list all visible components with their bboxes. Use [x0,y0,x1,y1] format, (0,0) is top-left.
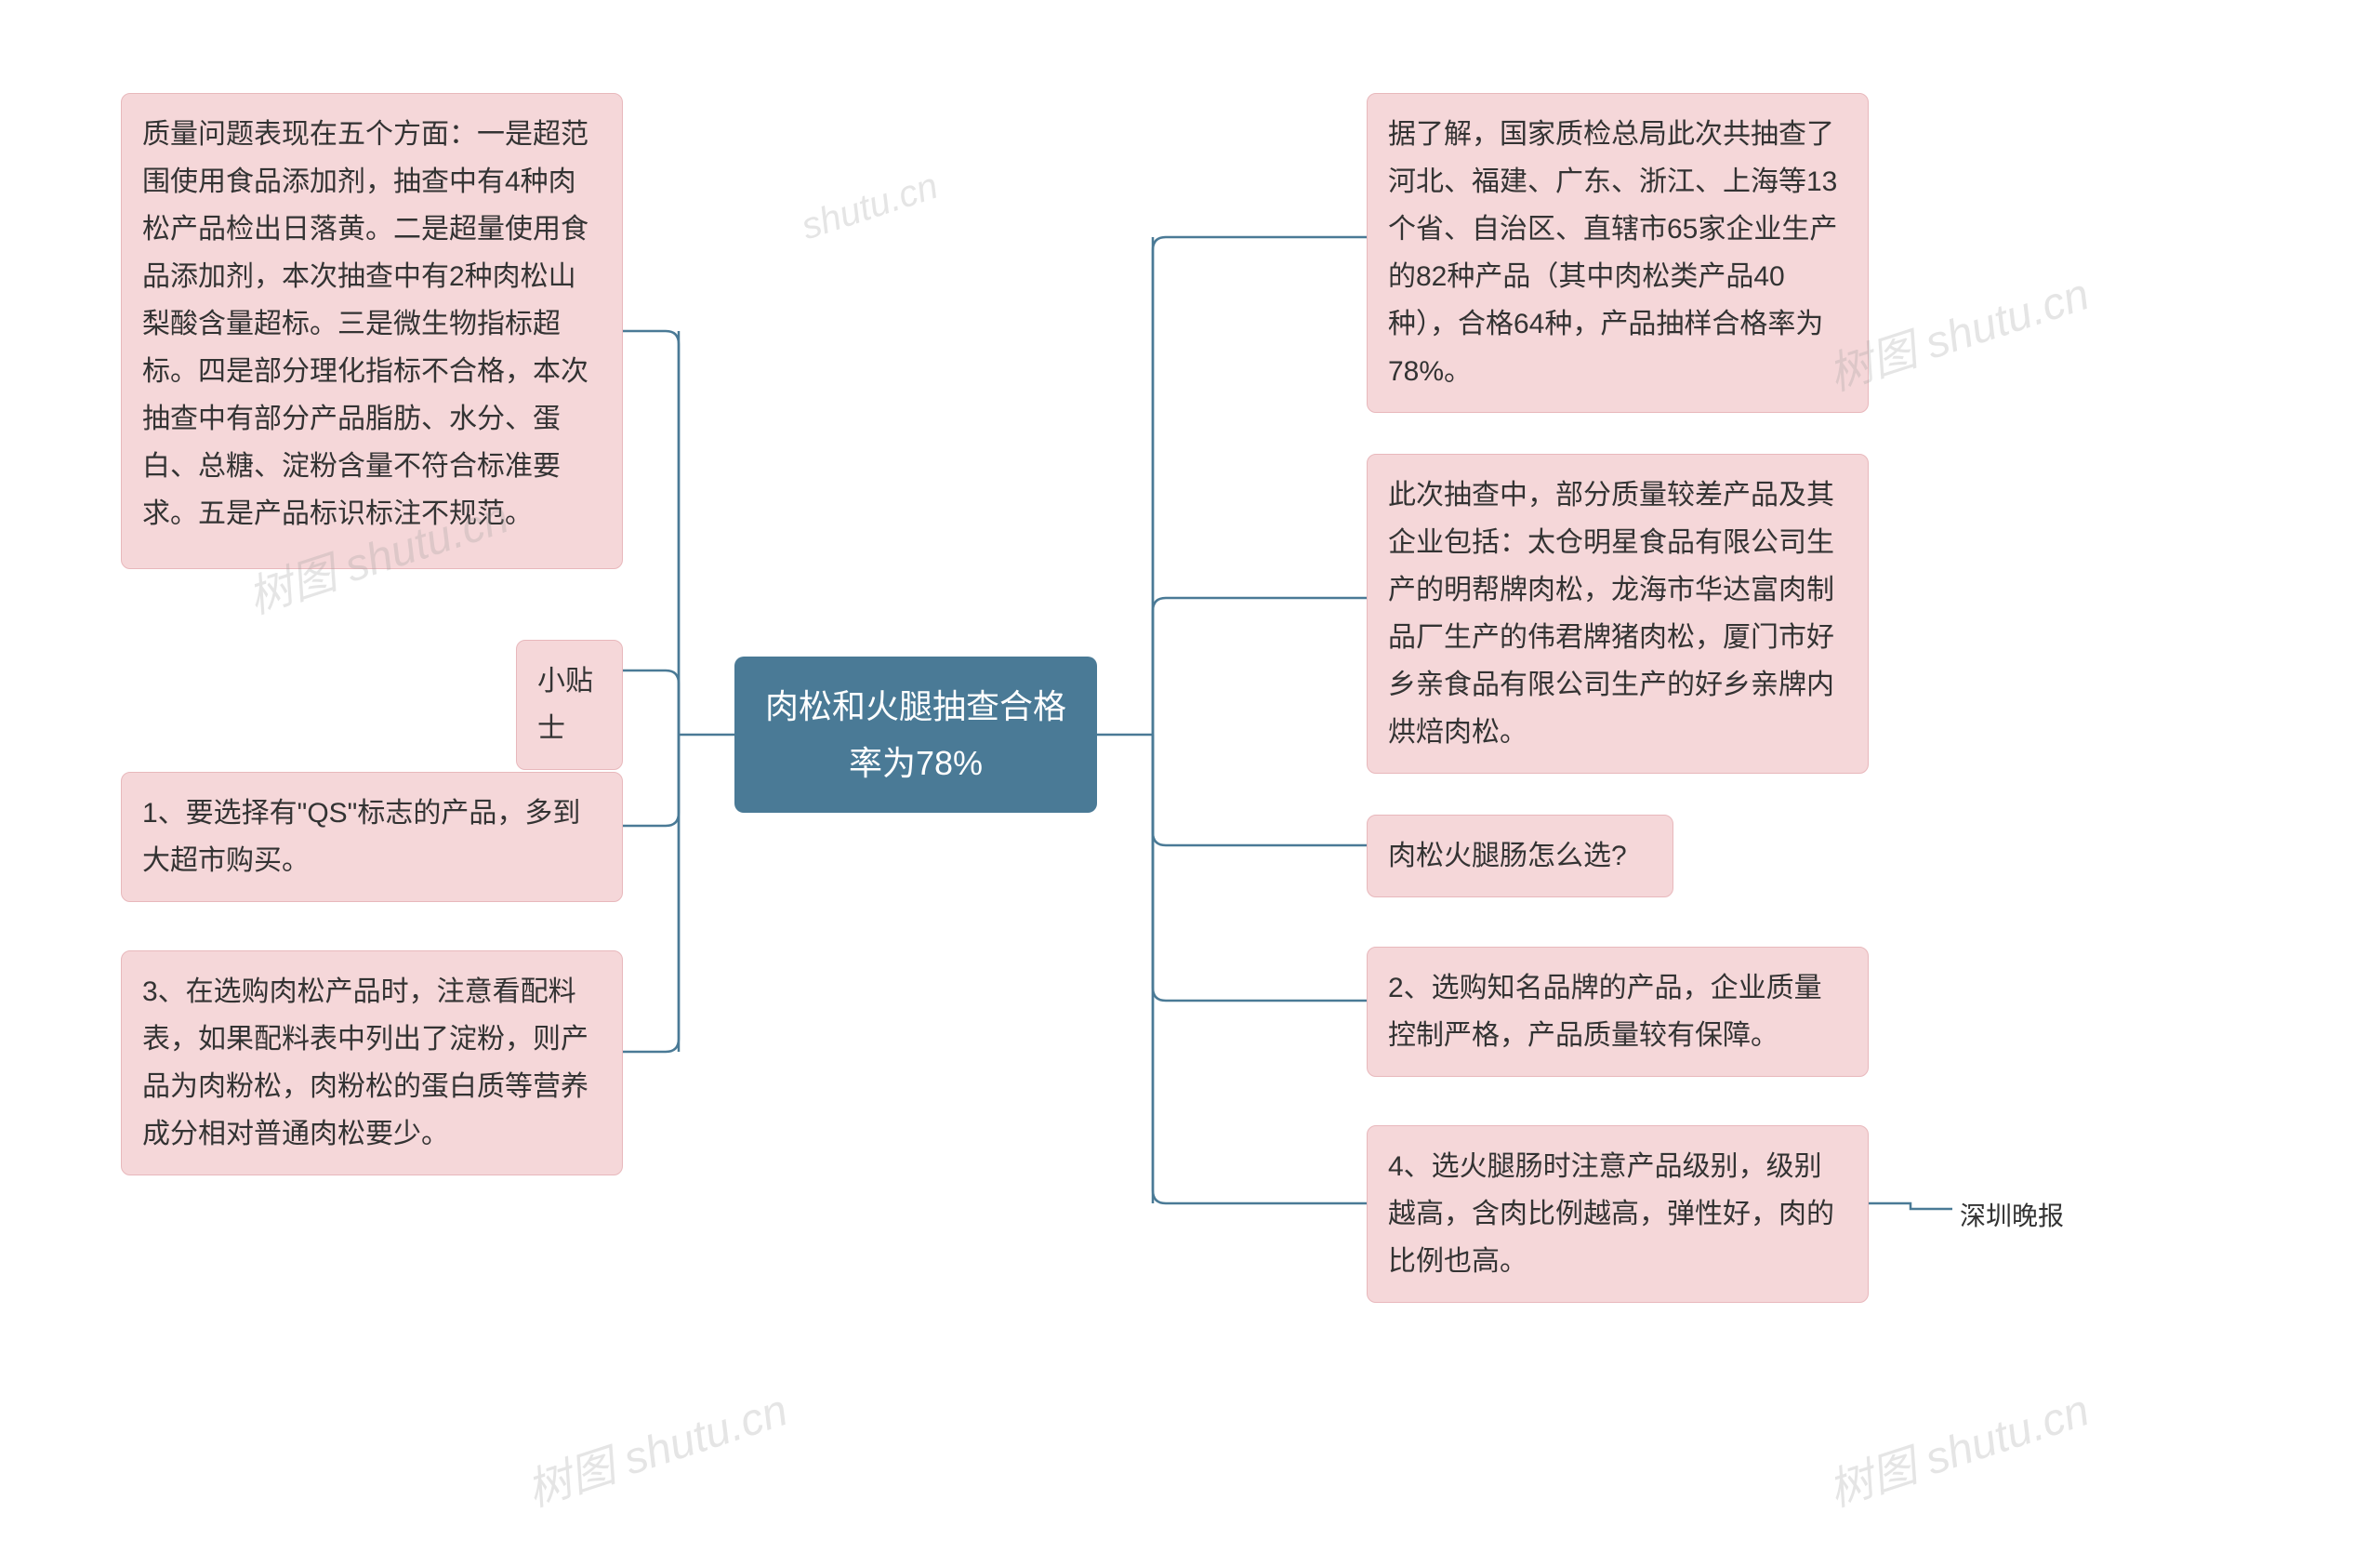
node-text: 1、要选择有"QS"标志的产品，多到大超市购买。 [142,798,580,876]
node-text: 肉松火腿肠怎么选? [1388,841,1627,871]
right-node-tip-2[interactable]: 2、选购知名品牌的产品，企业质量控制严格，产品质量较有保障。 [1367,947,1869,1077]
left-node-tip-1[interactable]: 1、要选择有"QS"标志的产品，多到大超市购买。 [121,772,623,902]
node-text: 据了解，国家质检总局此次共抽查了河北、福建、广东、浙江、上海等13个省、自治区、… [1388,119,1837,387]
watermark: 树图 shutu.cn [1818,1374,2096,1519]
left-node-tip-3[interactable]: 3、在选购肉松产品时，注意看配料表，如果配料表中列出了淀粉，则产品为肉粉松，肉粉… [121,950,623,1175]
right-node-poor-products[interactable]: 此次抽查中，部分质量较差产品及其企业包括：太仓明星食品有限公司生产的明帮牌肉松，… [1367,454,1869,774]
node-text: 4、选火腿肠时注意产品级别，级别越高，含肉比例越高，弹性好，肉的比例也高。 [1388,1151,1834,1277]
center-node[interactable]: 肉松和火腿抽查合格率为78% [734,657,1097,813]
node-text: 小贴士 [537,666,593,744]
leaf-source: 深圳晚报 [1952,1190,2082,1242]
left-node-quality-issues[interactable]: 质量问题表现在五个方面：一是超范围使用食品添加剂，抽查中有4种肉松产品检出日落黄… [121,93,623,569]
node-text: 2、选购知名品牌的产品，企业质量控制严格，产品质量较有保障。 [1388,973,1822,1051]
node-text: 此次抽查中，部分质量较差产品及其企业包括：太仓明星食品有限公司生产的明帮牌肉松，… [1388,480,1834,748]
right-node-survey-summary[interactable]: 据了解，国家质检总局此次共抽查了河北、福建、广东、浙江、上海等13个省、自治区、… [1367,93,1869,413]
right-node-how-to-choose[interactable]: 肉松火腿肠怎么选? [1367,815,1673,897]
right-node-tip-4[interactable]: 4、选火腿肠时注意产品级别，级别越高，含肉比例越高，弹性好，肉的比例也高。 [1367,1125,1869,1303]
mindmap-canvas: 肉松和火腿抽查合格率为78% 质量问题表现在五个方面：一是超范围使用食品添加剂，… [0,0,2380,1553]
leaf-text: 深圳晚报 [1960,1201,2064,1230]
node-text: 质量问题表现在五个方面：一是超范围使用食品添加剂，抽查中有4种肉松产品检出日落黄… [142,119,588,529]
center-node-text: 肉松和火腿抽查合格率为78% [755,678,1077,791]
watermark: 树图 shutu.cn [517,1374,794,1519]
watermark: shutu.cn [797,166,944,249]
node-text: 3、在选购肉松产品时，注意看配料表，如果配料表中列出了淀粉，则产品为肉粉松，肉粉… [142,976,588,1149]
left-node-tips-label[interactable]: 小贴士 [516,640,623,770]
